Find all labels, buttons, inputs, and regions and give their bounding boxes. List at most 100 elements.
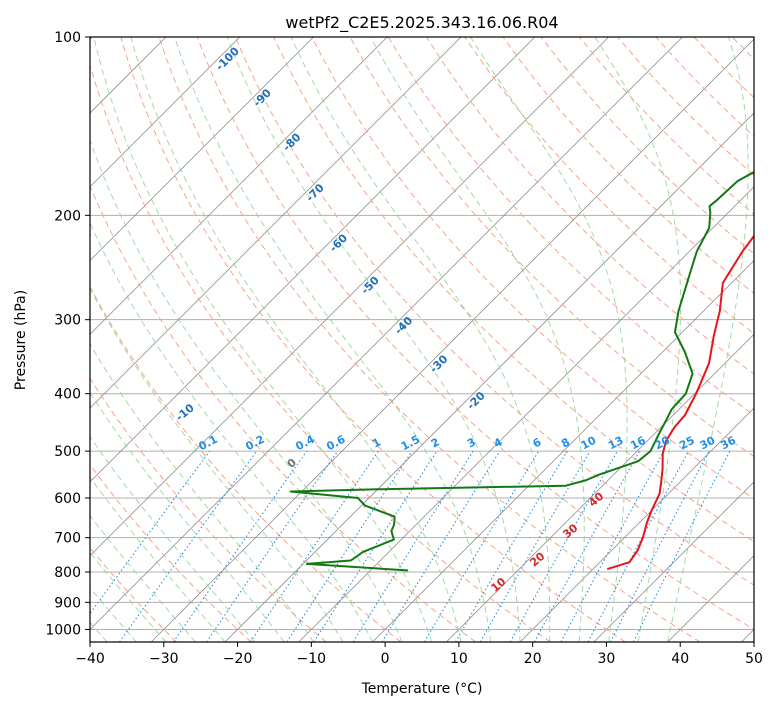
dry-adiabat-line [120,37,626,642]
y-tick-label: 500 [54,444,81,460]
dry-adiabat-line [311,37,754,500]
dry-adiabat-line [196,37,754,631]
y-tick-label: 800 [54,565,81,581]
moist-adiabat-line [290,37,551,642]
moist-adiabat-line [90,514,196,642]
mixing-ratio-line [632,450,731,642]
moist-adiabat-line [90,476,226,642]
moist-adiabat-line [470,37,628,642]
dewpoint-profile-line [289,170,754,572]
dry-adiabat-line [578,37,754,216]
mixing-ratio-line [90,450,211,615]
mixing-ratio-label: 20 [652,434,672,453]
dry-adiabat-label: 20 [527,549,547,569]
moist-adiabat-label: -90 [251,86,274,109]
mixing-ratio-line [381,450,501,642]
x-tick-label: 50 [745,651,763,667]
dry-adiabat-line [426,37,754,375]
moist-adiabat-line [130,37,462,642]
mixing-ratio-label: 36 [718,434,738,453]
mixing-ratio-line [560,450,665,642]
dry-adiabat-line [693,37,754,99]
dry-adiabat-line [90,463,252,642]
moist-adiabat-line [226,37,521,642]
isotherm-line [150,38,754,642]
dry-adiabat-line [90,184,476,642]
mixing-ratio-label: 16 [628,434,648,453]
moist-adiabat-line [90,342,314,642]
moist-adiabat-line [594,37,682,642]
mixing-ratio-line [119,450,258,642]
isotherm-line [667,555,754,642]
x-axis-title: Temperature (°C) [361,681,483,697]
mixing-ratio-label: 8 [559,435,572,450]
dry-adiabat-label: 0 [285,456,299,471]
data-layer [289,170,754,572]
isotherm-line [519,407,754,642]
y-tick-label: 400 [54,387,81,403]
moist-adiabat-line [90,221,374,642]
moist-adiabat-label: -60 [327,231,350,254]
mixing-ratio-label: 1.5 [399,433,422,454]
mixing-ratio-label: 1 [370,435,383,450]
isotherm-line [372,259,754,642]
x-tick-label: 0 [381,651,390,667]
dry-adiabat-line [617,37,754,176]
dry-adiabat-line [90,285,402,642]
y-axis-title: Pressure (hPa) [13,290,29,390]
y-tick-label: 200 [54,208,81,224]
isotherm-line [90,37,609,557]
moist-adiabat-label: -80 [280,130,303,153]
x-tick-label: 40 [671,651,689,667]
moist-adiabat-line [90,435,255,642]
mixing-ratio-line [455,450,568,642]
mixing-ratio-line [352,450,474,642]
x-tick-label: −30 [149,651,179,667]
plot-area [90,37,775,642]
isotherm-line [90,37,683,631]
temperature-profile-line [607,234,754,570]
dry-adiabat-line [349,37,754,458]
x-tick-label: 30 [597,651,615,667]
isotherm-line [90,37,536,483]
isotherm-line [90,37,388,335]
dry-adiabat-line [770,37,775,642]
isotherm-line [446,333,754,642]
x-tick-label: −40 [75,651,105,667]
y-tick-label: 600 [54,491,81,507]
x-tick-label: 10 [450,651,468,667]
x-tick-label: −10 [297,651,327,667]
mixing-ratio-line [286,450,413,642]
mixing-ratio-line [172,450,308,642]
dry-adiabat-label: 30 [560,521,580,541]
mixing-ratio-label: 30 [698,434,718,453]
moist-adiabat-line [90,287,344,642]
moist-adiabat-line [667,37,749,642]
dry-adiabat-line [387,37,754,416]
y-tick-label: 900 [54,595,81,611]
y-tick-label: 100 [54,30,81,46]
moist-adiabat-label: -30 [427,352,450,375]
isotherm-line [90,37,314,262]
dry-adiabat-line [90,377,327,642]
y-tick-label: 1000 [45,622,81,638]
isotherm-line [90,37,241,188]
dry-adiabat-line [502,37,754,295]
x-tick-label: 20 [524,651,542,667]
mixing-ratio-line [206,450,339,642]
mixing-ratio-label: 10 [579,434,599,453]
x-tick-label: −20 [223,651,253,667]
moist-adiabat-line [174,37,492,642]
y-tick-label: 300 [54,313,81,329]
isotherm-line [593,481,754,642]
y-tick-label: 700 [54,531,81,547]
chart-title: wetPf2_C2E5.2025.343.16.06.R04 [285,13,558,33]
dry-adiabat-label: 10 [488,575,508,595]
mixing-ratio-line [250,450,379,642]
moist-adiabat-line [370,37,585,642]
moist-adiabat-label: -20 [465,389,488,412]
isotherm-line [90,37,462,409]
mixing-ratio-label: 0.6 [324,433,348,454]
dry-adiabat-line [234,37,754,586]
